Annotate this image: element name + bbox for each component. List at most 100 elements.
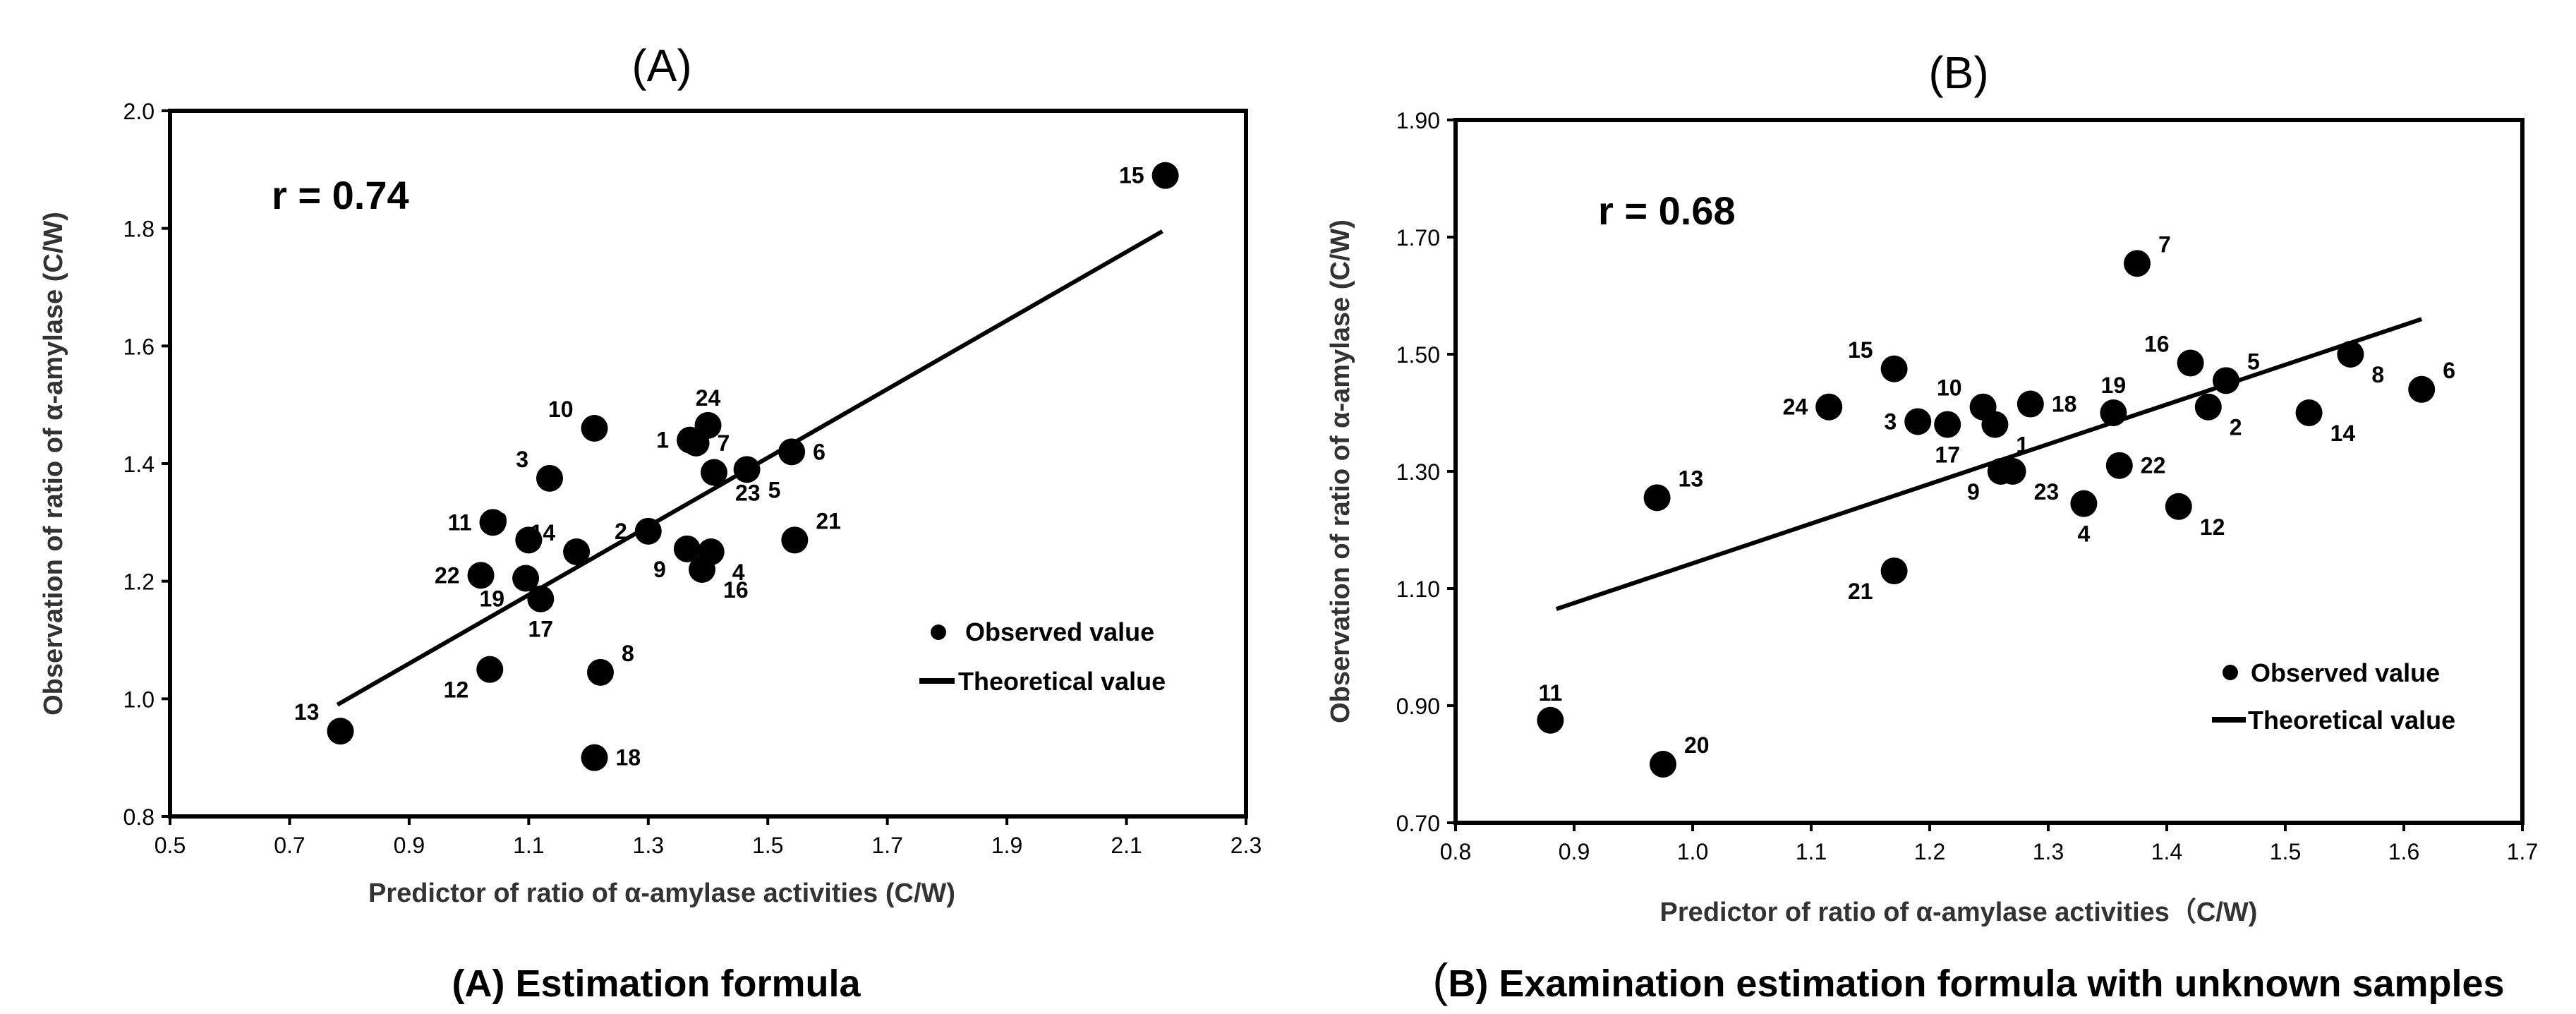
panel-b-point-24 [1815, 393, 1843, 421]
panel-b-x-tick-label: 1.3 [2033, 839, 2064, 864]
panel-b-y-axis-title: Observation of ratio of α-amylase (C/W) [1326, 219, 1355, 723]
panel-a-point-12 [476, 656, 504, 683]
panel-a-x-tick-label: 1.7 [871, 833, 902, 858]
panel-b-theoretical-line-group [1555, 317, 2423, 611]
panel-a-point-label-10: 10 [548, 397, 574, 422]
panel-b-x-tick-label: 1.7 [2507, 839, 2538, 864]
panel-b-point-6 [2408, 375, 2436, 403]
panel-a-point-23 [700, 459, 727, 486]
panel-b-point-label-21: 21 [1848, 579, 1873, 604]
panel-b-point-label-10: 10 [1937, 375, 1962, 401]
panel-a-point-5 [733, 456, 761, 483]
panel-b-point-23 [1999, 458, 2026, 485]
panel-a-y-tick-label: 1.4 [123, 452, 155, 477]
panel-a-point-14 [563, 538, 591, 565]
panel-a-title: (A) [631, 40, 691, 91]
panel-b-title: (B) [1928, 47, 1988, 98]
panel-a-y-tick-label: 2.0 [123, 99, 155, 124]
panel-b-point-label-18: 18 [2052, 392, 2077, 417]
panel-b-point-label-24: 24 [1783, 394, 1808, 420]
panel-b-point-label-22: 22 [2141, 453, 2166, 478]
panel-b-r-value: r = 0.68 [1598, 188, 1736, 233]
panel-a-point-label-3: 3 [516, 447, 528, 472]
panel-b-point-label-17: 17 [1935, 442, 1960, 468]
panel-b-point-19 [2100, 399, 2127, 426]
panel-b-point-17 [1934, 411, 1961, 438]
panel-a-x-tick-label: 2.3 [1230, 833, 1262, 858]
panel-b-point-label-16: 16 [2144, 331, 2170, 356]
panel-b-point-18 [2016, 390, 2044, 418]
panel-b-point-13 [1643, 484, 1671, 512]
panel-a-x-tick-label: 1.9 [991, 833, 1022, 858]
panel-a-point-13 [327, 718, 354, 745]
panel-a-legend-observed-marker [931, 624, 946, 640]
panel-a-y-tick-label: 1.2 [123, 569, 155, 595]
panel-b-point-label-9: 9 [1967, 479, 1980, 505]
panel-b-x-axis-title: Predictor of ratio of α-amylase activiti… [1660, 898, 2258, 927]
panel-a-y-tick-label: 1.6 [123, 334, 155, 359]
panel-b-x-tick-label: 0.8 [1440, 839, 1471, 864]
panel-a-point-label-13: 13 [294, 699, 320, 725]
panel-a-point-label-20: 20 [483, 508, 508, 533]
panel-a-x-tick-label: 2.1 [1111, 833, 1142, 858]
panel-b-point-label-12: 12 [2200, 514, 2225, 540]
panel-a-point-label-1: 1 [656, 428, 669, 453]
panel-a-point-15 [1151, 162, 1179, 189]
panel-a-legend: Observed value Theoretical value [919, 617, 1166, 696]
panel-b-point-label-15: 15 [1848, 337, 1873, 363]
panel-a-x-axis-title: Predictor of ratio of α-amylase activiti… [368, 879, 955, 908]
panel-b-point-7 [2124, 250, 2151, 277]
panel-b-x-tick-label: 1.0 [1677, 839, 1708, 864]
panel-a-point-9 [673, 535, 701, 562]
panel-a-point-label-19: 19 [480, 586, 505, 612]
panel-a-y-tick-label: 1.8 [123, 217, 155, 242]
panel-a-x-tick-label: 0.5 [155, 833, 186, 858]
panel-b-point-label-4: 4 [2078, 521, 2091, 547]
panel-b-point-12 [2165, 493, 2192, 520]
panel-a-point-20 [515, 526, 543, 554]
panel-b-legend-observed-marker [2223, 665, 2238, 680]
panel-b-ticks: 0.8 0.9 1.0 1.1 1.2 1.3 1.4 1.5 1.6 1.7 0.70 0.90 1.… [1396, 108, 2539, 864]
panel-a-point-label-8: 8 [622, 641, 634, 666]
panel-b-point-label-13: 13 [1679, 466, 1704, 491]
panel-b-y-tick-label: 0.90 [1396, 694, 1440, 719]
caption-b-rest: B) Examination estimation formula with u… [1448, 962, 2504, 1005]
panel-b-point-label-5: 5 [2247, 349, 2260, 374]
panel-a-y-axis-title: Observation of ratio of α-amylase (C/W) [39, 212, 68, 716]
caption-a: (A) Estimation formula [452, 962, 861, 1005]
panel-b-x-tick-label: 1.6 [2388, 839, 2419, 864]
panel-b-point-3 [1904, 408, 1932, 435]
panel-b-legend: Observed value Theoretical value [2212, 658, 2455, 735]
panel-a-point-label-5: 5 [768, 477, 781, 502]
panel-a-point-label-6: 6 [813, 439, 826, 464]
panel-a-point-label-16: 16 [723, 577, 749, 603]
panel-a-point-11 [479, 509, 507, 536]
panel-b-legend-theoretical-label: Theoretical value [2248, 706, 2455, 735]
panel-a-point-label-17: 17 [528, 617, 553, 642]
panel-a-legend-observed-label: Observed value [965, 617, 1154, 646]
panel-b-y-tick-label: 1.30 [1396, 459, 1440, 485]
panel-b-legend-observed-label: Observed value [2251, 658, 2440, 687]
panel-a-point-16 [689, 556, 716, 583]
panel-a-point-label-24: 24 [696, 385, 721, 411]
panel-a-point-21 [781, 526, 809, 554]
panel-b-point-label-8: 8 [2371, 362, 2384, 387]
panel-b-point-14 [2295, 399, 2323, 426]
panel-a-x-tick-label: 1.3 [633, 833, 664, 858]
panel-b-point-label-7: 7 [2158, 231, 2171, 257]
panel-a-scatter-chart: (A) 0.5 0.7 0.9 1.1 1.3 1.5 1.7 1.9 2.1 2.3 0.8 1.0… [39, 40, 1262, 908]
panel-a-point-label-2: 2 [615, 519, 627, 544]
panel-a-x-tick-label: 1.1 [513, 833, 544, 858]
panel-a-y-tick-label: 1.0 [123, 687, 155, 712]
panel-a-point-24 [694, 411, 722, 439]
panel-a-point-6 [778, 438, 806, 466]
panel-a-y-tick-label: 0.8 [123, 804, 155, 830]
panel-b-y-tick-label: 1.70 [1396, 225, 1440, 251]
panel-b-y-tick-label: 1.50 [1396, 342, 1440, 368]
panel-b-x-tick-label: 1.1 [1796, 839, 1827, 864]
panel-a-point-22 [467, 562, 495, 589]
panel-b-point-label-19: 19 [2101, 373, 2127, 398]
panel-a-point-label-21: 21 [816, 508, 841, 533]
panel-b-point-label-14: 14 [2330, 421, 2356, 446]
